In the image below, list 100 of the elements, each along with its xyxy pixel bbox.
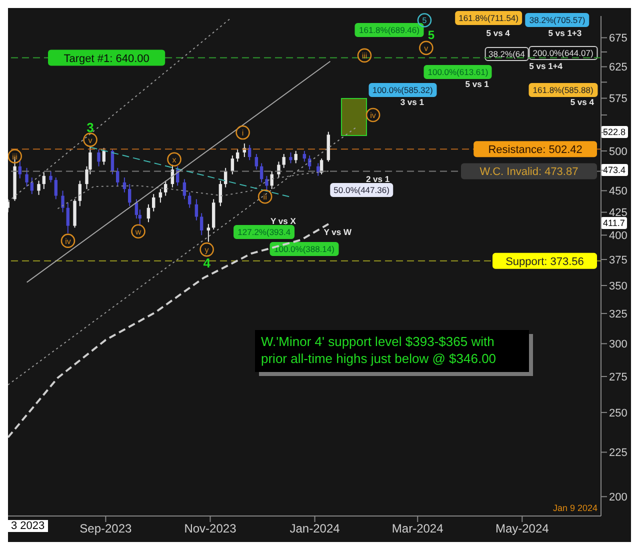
candlestick: [158, 188, 162, 204]
candlestick: [194, 198, 198, 221]
x-tick-label: Sep-2023: [80, 522, 132, 536]
y-tick-label: 275: [609, 371, 628, 384]
candlestick: [218, 180, 222, 207]
label-tag: Support: 373.56: [492, 252, 597, 269]
candlestick: [254, 153, 258, 170]
candlestick: [116, 167, 120, 188]
candlestick: [97, 148, 100, 167]
annotation: 127.2%(393.4: [234, 224, 295, 239]
annotation: 5 vs 4: [486, 26, 510, 39]
y-tick-label: 575: [609, 93, 628, 106]
annotation: iv: [370, 110, 376, 120]
candlestick: [18, 160, 22, 179]
y-tick-label: 225: [609, 447, 628, 460]
y-tick-label: 350: [609, 280, 628, 292]
candlestick: [182, 178, 186, 200]
annotation: 100.0%(585.32): [368, 82, 437, 97]
annotation: v: [424, 44, 428, 53]
y-tick-label: 375: [609, 254, 628, 266]
candlestick: [265, 175, 268, 192]
text: 522.8: [601, 126, 628, 138]
annotation: x: [172, 155, 176, 164]
candlestick: [152, 194, 156, 212]
x-tick-label: Jan-2024: [290, 522, 340, 536]
x-tick-label: May-2024: [495, 522, 550, 536]
annotation: 200.0%(644.07): [528, 46, 598, 60]
line-series: [57, 170, 329, 210]
y-tick-label: 450: [609, 186, 628, 198]
candlestick: [289, 152, 292, 164]
annotation: 100.0%(613.61): [424, 65, 492, 80]
text: 473.4: [601, 164, 628, 176]
candlestick: [282, 153, 286, 168]
y-tick-label: 250: [609, 407, 628, 420]
candlestick: [188, 192, 192, 208]
y-tick-label: 325: [609, 308, 628, 320]
annotation: v: [88, 136, 92, 145]
candlestick: [49, 170, 52, 183]
annotation: 161.8%(689.46): [354, 22, 424, 37]
ref-line-label: W.C. Invalid: 473.87: [480, 166, 578, 178]
annotation: Y vs X: [270, 215, 296, 228]
candlestick: [206, 223, 210, 242]
candlestick: [294, 150, 298, 164]
label-tag: Target #1: 640.00: [48, 50, 166, 66]
candlestick: [78, 180, 82, 207]
y-tick-label: 425: [609, 207, 628, 220]
y-tick-label: 300: [609, 338, 628, 351]
annotation: 4: [203, 256, 212, 271]
ref-line-label: Target #1: 640.00: [64, 52, 150, 65]
annotation: 5 vs 1+4: [529, 60, 563, 72]
candlestick: [302, 150, 306, 162]
candlestick: [54, 177, 58, 200]
x-tick-label: Mar-2024: [392, 522, 444, 536]
annotation: 2 vs 1: [366, 172, 390, 185]
ref-line-label: Support: 373.56: [506, 256, 584, 268]
annotation: ii: [263, 192, 268, 202]
candlestick: [66, 202, 70, 234]
annotation: Y vs W: [324, 226, 352, 238]
annotation: 5: [428, 28, 435, 42]
annotation: iii: [12, 152, 18, 162]
annotation: i: [242, 128, 244, 138]
annotation: 3 vs 1: [400, 96, 424, 108]
candlestick: [277, 161, 280, 178]
annotation: 5 vs 1+3: [548, 26, 582, 39]
annotation: y: [204, 246, 209, 255]
annotation: 50.0%(447.36): [330, 182, 394, 196]
annotation: W.'Minor 4' support level $393-$365 with prior all-time highs just below @ $346.00: [255, 330, 529, 372]
candlestick: [236, 148, 240, 162]
candlestick: [61, 190, 64, 213]
label-tag: W.C. Invalid: 473.87: [461, 163, 597, 180]
y-tick-label: 400: [609, 230, 628, 242]
annotation: 3: [86, 120, 94, 135]
annotation: 5 vs 1: [465, 78, 489, 90]
candlestick: [37, 180, 40, 196]
y-tick-label: 500: [609, 146, 628, 158]
candlestick: [200, 212, 204, 236]
annotation: 5: [422, 16, 428, 26]
text: 411.7: [601, 217, 627, 230]
candlestick: [146, 204, 150, 223]
y-tick-label: 675: [609, 32, 628, 45]
candlestick: [102, 147, 106, 166]
annotation: 161.8%(585.88): [528, 82, 598, 97]
annotation: 38.2%(705.57): [525, 12, 590, 27]
text: 3 2023: [8, 520, 48, 532]
candlestick: [164, 180, 168, 196]
annotation: 5 vs 4: [570, 96, 594, 108]
x-tick-label: Nov-2023: [184, 522, 237, 536]
candlestick: [128, 184, 132, 207]
candlestick: [42, 172, 46, 190]
candlestick: [230, 155, 234, 175]
annotation: 38.2%(64: [484, 47, 529, 62]
annotation: Jan 9 2024: [553, 502, 598, 514]
candlestick: [25, 167, 28, 188]
annotation: w: [134, 227, 142, 236]
ref-line-label: Resistance: 502.42: [488, 144, 582, 156]
annotation: 100.0%(388.14): [270, 242, 338, 256]
y-tick-label: 625: [609, 62, 628, 74]
candlestick: [260, 162, 264, 183]
annotation: 161.8%(711.54): [454, 10, 522, 25]
annotation: iv: [65, 236, 71, 246]
